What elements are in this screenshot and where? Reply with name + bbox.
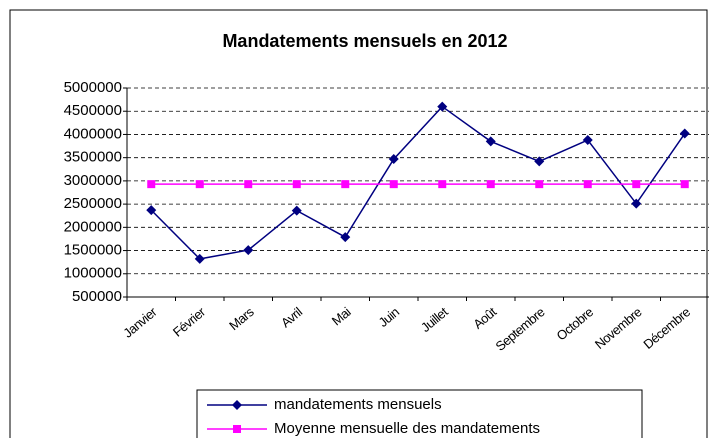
marker [389, 180, 398, 189]
marker [194, 253, 205, 264]
y-tick-label: 500000 [72, 288, 122, 305]
marker [146, 205, 157, 216]
marker [233, 425, 241, 433]
y-tick-label: 3000000 [64, 172, 122, 189]
y-tick-label: 2000000 [64, 218, 122, 235]
marker [486, 180, 495, 189]
marker [195, 180, 204, 189]
y-tick-label: 1000000 [64, 265, 122, 282]
chart-frame [9, 9, 708, 443]
marker [244, 180, 253, 189]
marker [582, 135, 593, 146]
marker [291, 205, 302, 216]
y-tick-label: 4500000 [64, 102, 122, 119]
marker [438, 180, 447, 189]
y-tick-label: 2500000 [64, 195, 122, 212]
marker [680, 180, 689, 189]
series-line [150, 105, 686, 260]
y-tick-label: 1500000 [64, 242, 122, 259]
marker [631, 198, 642, 209]
marker [340, 232, 351, 243]
marker [292, 180, 301, 189]
legend-label: Moyenne mensuelle des mandatements [274, 420, 540, 437]
marker [388, 154, 399, 165]
marker [437, 101, 448, 112]
legend-label: mandatements mensuels [274, 396, 442, 413]
y-tick-label: 4000000 [64, 125, 122, 142]
marker [232, 400, 242, 410]
marker [341, 180, 350, 189]
chart-title: Mandatements mensuels en 2012 [222, 31, 507, 51]
marker [679, 128, 690, 139]
marker [632, 180, 641, 189]
y-tick-label: 3500000 [64, 149, 122, 166]
legend-box [196, 389, 643, 443]
marker [583, 180, 592, 189]
marker [147, 180, 156, 189]
y-tick-label: 5000000 [64, 79, 122, 96]
marker [535, 180, 544, 189]
marker [243, 245, 254, 256]
marker [485, 136, 496, 147]
marker [534, 156, 545, 167]
